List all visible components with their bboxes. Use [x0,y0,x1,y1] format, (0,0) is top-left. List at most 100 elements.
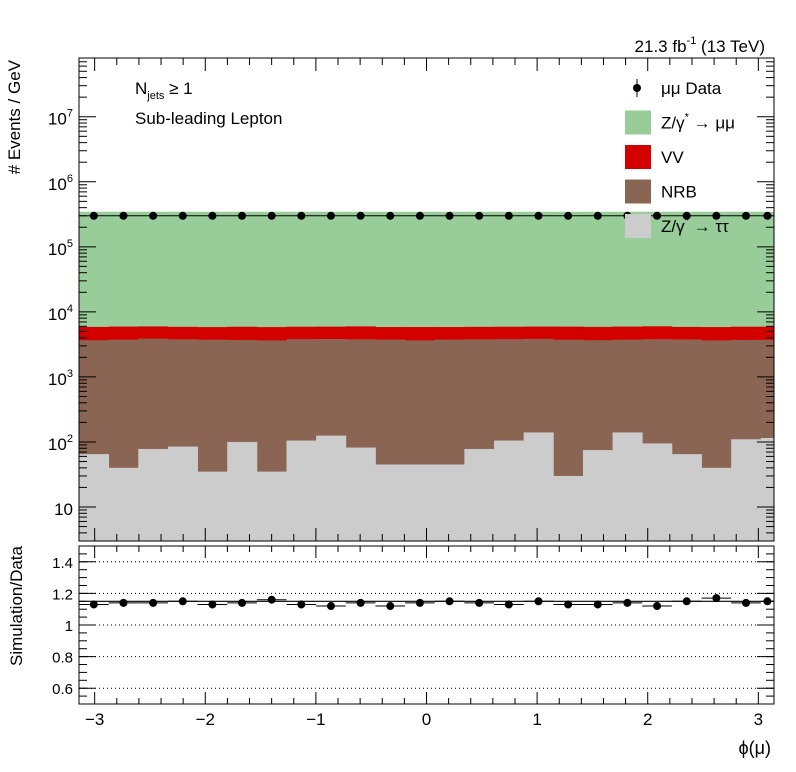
x-tick-label: −1 [306,710,325,729]
ratio-y-tick-label: 0.6 [52,681,73,698]
data-point [712,211,721,220]
data-point [653,211,662,220]
njets-label: Njets ≥ 1 [135,79,193,102]
y-tick-label: 106 [48,173,73,194]
njets-condition: ≥ 1 [164,79,192,98]
ratio-point [208,600,217,609]
ratio-point [356,598,365,607]
njets-subscript: jets [146,90,165,102]
ratio-plot: −3 −2 −1 0 1 2 30.60.811.21.4 Simulation/Data … [7,545,775,758]
ratio-point [593,600,602,609]
data-point [593,211,602,220]
legend-swatch-nrb [625,179,651,204]
ztautau-bar [167,446,198,541]
ztautau-bar [286,440,317,541]
data-point [178,211,187,220]
legend-label: Z/γ* → μμ [661,112,735,133]
ztautau-bar [345,447,376,541]
ratio-point [682,597,691,606]
data-point [386,211,395,220]
ratio-point [297,600,306,609]
y-tick-label: 105 [48,238,73,259]
ztautau-bar [138,448,169,541]
ratio-point [712,594,721,603]
ztautau-bar [464,448,495,541]
ztautau-bar [375,464,406,541]
ratio-point [119,598,128,607]
x-tick-label: 1 [532,710,541,729]
ztautau-bar [760,438,775,541]
stacked-histogram [79,211,775,542]
data-point [741,211,750,220]
y-tick-label: 102 [48,433,73,454]
ztautau-bar [671,454,702,541]
ztautau-bar [434,464,465,541]
data-point [238,211,247,220]
ztautau-bar [405,464,436,541]
ratio-point [653,602,662,611]
ztautau-bar [523,432,554,541]
data-point [326,211,335,220]
data-point [504,211,513,220]
data-point [208,211,217,220]
legend-swatch-zmumu [625,110,651,135]
data-point [356,211,365,220]
legend-swatch-ztautau [625,214,651,238]
lepton-label: Sub-leading Lepton [135,109,282,128]
ztautau-bar [582,450,613,541]
legend-label: NRB [661,183,697,202]
x-tick-label: 2 [643,710,652,729]
ratio-point [623,598,632,607]
ztautau-bar [227,441,258,541]
x-tick-label: 3 [754,710,763,729]
legend-swatch-vv [625,145,651,169]
lumi-energy: (13 TeV) [696,37,765,56]
main-plot: 10 102 103 104 105 106 107 # Events / GeV Njet… [5,57,775,542]
ztautau-bar [316,435,347,541]
ztautau-bar [79,454,110,541]
x-tick-label: 0 [422,710,431,729]
data-point [475,211,484,220]
data-point [682,211,691,220]
x-axis-label: ϕ(μ) [739,738,771,758]
x-tick-label: −2 [196,710,215,729]
ratio-point [238,598,247,607]
ztautau-bar [731,439,762,541]
ztautau-bar [612,432,643,541]
ratio-y-tick-label: 0.8 [52,650,73,667]
data-point [149,211,158,220]
ratio-point [386,602,395,611]
data-point [297,211,306,220]
ratio-points [79,594,774,611]
ztautau-bar [553,475,584,541]
ratio-point [149,598,158,607]
ztautau-bar [494,440,525,541]
legend: μμ Data Z/γ* → μμ VV NRB Z/γ* → ττ [625,79,735,238]
data-point [89,211,98,220]
data-point [415,211,424,220]
y-tick-label: 103 [48,368,73,389]
legend-label: μμ Data [661,79,722,98]
data-point [534,211,543,220]
ratio-point [415,598,424,607]
ztautau-bar [642,443,673,541]
ratio-point [504,600,513,609]
y-tick-label: 104 [48,303,73,324]
ztautau-bar [108,467,139,541]
ratio-point [326,602,335,611]
y-tick-label: 107 [48,108,73,129]
ratio-y-tick-label: 1 [65,618,73,635]
x-tick-label: −3 [85,710,104,729]
y-axis-label: # Events / GeV [5,59,24,174]
data-point [267,211,276,220]
y-tick-label: 10 [54,500,73,519]
ratio-point [89,600,98,609]
legend-label: VV [661,148,684,167]
ztautau-bar [701,467,732,541]
ztautau-bar [256,471,287,541]
data-point [564,211,573,220]
ratio-y-axis-label: Simulation/Data [7,545,26,666]
ratio-point [534,597,543,606]
ratio-point [741,598,750,607]
main-plot-axes: 10 102 103 104 105 106 107 [48,57,774,542]
